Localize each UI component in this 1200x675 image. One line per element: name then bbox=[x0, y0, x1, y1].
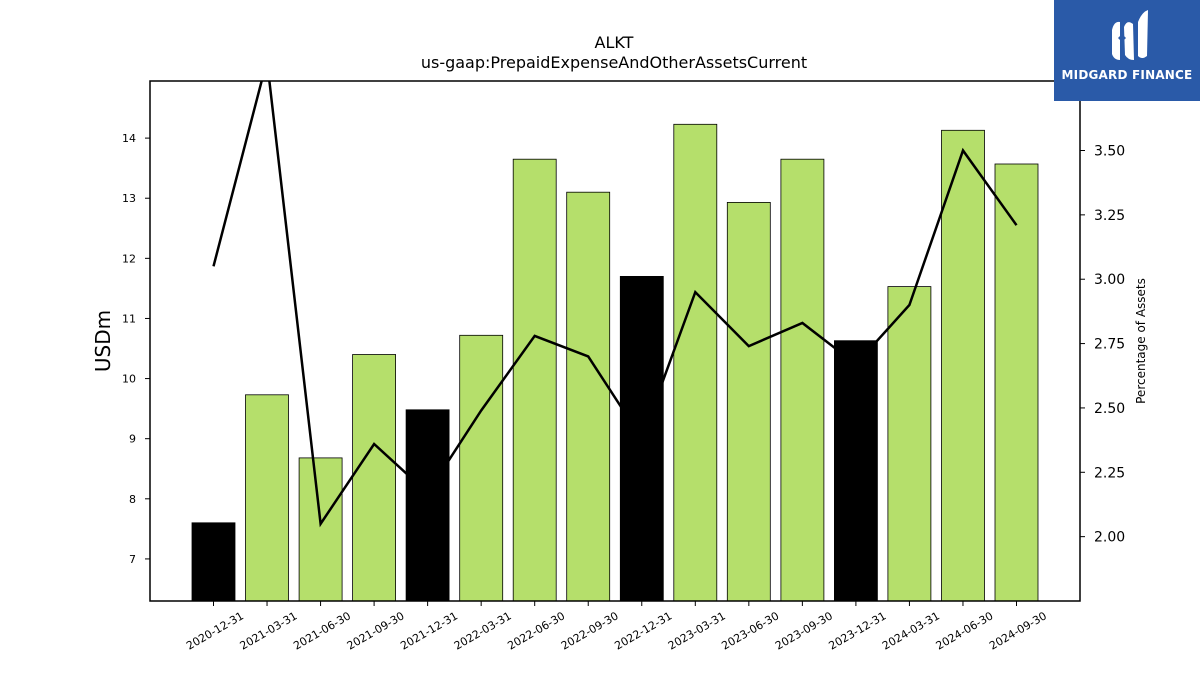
bar-2022-06-30 bbox=[512, 158, 557, 602]
y-tick-label: 12 bbox=[122, 252, 136, 265]
x-tick-label: 2023-09-30 bbox=[773, 609, 835, 652]
x-tick-label: 2022-03-31 bbox=[452, 609, 514, 652]
y-tick-label: 10 bbox=[122, 373, 136, 386]
x-tick-label: 2024-03-31 bbox=[880, 609, 942, 652]
bar-2021-03-31 bbox=[245, 394, 289, 602]
chart-subtitle: us-gaap:PrepaidExpenseAndOtherAssetsCurr… bbox=[421, 53, 807, 72]
x-tick-label: 2021-03-31 bbox=[238, 609, 300, 652]
bar-2023-12-31 bbox=[834, 340, 878, 602]
y-tick-label: 13 bbox=[122, 192, 136, 205]
bar-2021-09-30 bbox=[352, 354, 397, 602]
y2-tick-label: 3.00 bbox=[1094, 272, 1125, 288]
y2-axis-label: Percentage of Assets bbox=[1134, 278, 1148, 404]
y-axis-label: USDm bbox=[91, 310, 115, 372]
y-tick-label: 9 bbox=[129, 433, 136, 446]
x-tick-label: 2021-06-30 bbox=[291, 609, 353, 652]
x-tick-label: 2024-09-30 bbox=[987, 609, 1049, 652]
bar-2022-03-31 bbox=[459, 334, 504, 602]
logo-mark-icon bbox=[1112, 10, 1148, 60]
y2-tick-label: 3.50 bbox=[1094, 144, 1125, 160]
bar-group bbox=[191, 123, 1039, 602]
bar-2023-06-30 bbox=[726, 201, 771, 602]
bar-2024-06-30 bbox=[941, 129, 985, 602]
x-tick-label: 2023-06-30 bbox=[719, 609, 781, 652]
midgard-finance-logo: MIDGARD FINANCE bbox=[1054, 0, 1200, 101]
y-axis-left: 7 8 9 10 11 12 13 14 bbox=[122, 132, 150, 566]
y2-tick-label: 2.50 bbox=[1094, 401, 1125, 417]
y2-tick-label: 3.25 bbox=[1094, 208, 1125, 224]
percentage-line bbox=[212, 81, 1018, 528]
x-tick-label: 2022-12-31 bbox=[612, 609, 674, 652]
x-tick-label: 2020-12-31 bbox=[184, 609, 246, 652]
chart-title: ALKT bbox=[595, 33, 634, 52]
y2-tick-label: 2.75 bbox=[1094, 337, 1125, 353]
x-tick-label: 2021-09-30 bbox=[345, 609, 407, 652]
x-tick-label: 2022-09-30 bbox=[559, 609, 621, 652]
y-tick-label: 8 bbox=[129, 493, 136, 506]
y-tick-label: 7 bbox=[129, 553, 136, 566]
y2-tick-label: 2.00 bbox=[1094, 530, 1125, 546]
bar-2022-09-30 bbox=[566, 191, 611, 602]
x-tick-label: 2022-06-30 bbox=[505, 609, 567, 652]
x-tick-label: 2024-06-30 bbox=[934, 609, 996, 652]
bar-2021-06-30 bbox=[298, 457, 343, 602]
y-axis-right: 2.00 2.25 2.50 2.75 3.00 3.25 3.50 bbox=[1080, 144, 1125, 546]
bar-2024-03-31 bbox=[887, 286, 932, 602]
bar-2020-12-31 bbox=[191, 522, 236, 602]
plot-frame bbox=[149, 80, 1081, 602]
x-tick-label: 2023-03-31 bbox=[666, 609, 728, 652]
y2-tick-label: 2.25 bbox=[1094, 465, 1125, 481]
y-tick-label: 14 bbox=[122, 132, 136, 145]
x-tick-label: 2021-12-31 bbox=[398, 609, 460, 652]
bar-2021-12-31 bbox=[405, 409, 450, 602]
bar-2023-03-31 bbox=[673, 123, 718, 602]
logo-text: MIDGARD FINANCE bbox=[1061, 68, 1193, 82]
bar-2024-09-30 bbox=[994, 163, 1039, 602]
bar-2023-09-30 bbox=[780, 158, 825, 602]
x-tick-label: 2023-12-31 bbox=[827, 609, 889, 652]
line-group bbox=[212, 81, 1018, 528]
y-tick-label: 11 bbox=[122, 312, 136, 325]
x-axis: 2020-12-312021-03-312021-06-302021-09-30… bbox=[184, 601, 1049, 653]
